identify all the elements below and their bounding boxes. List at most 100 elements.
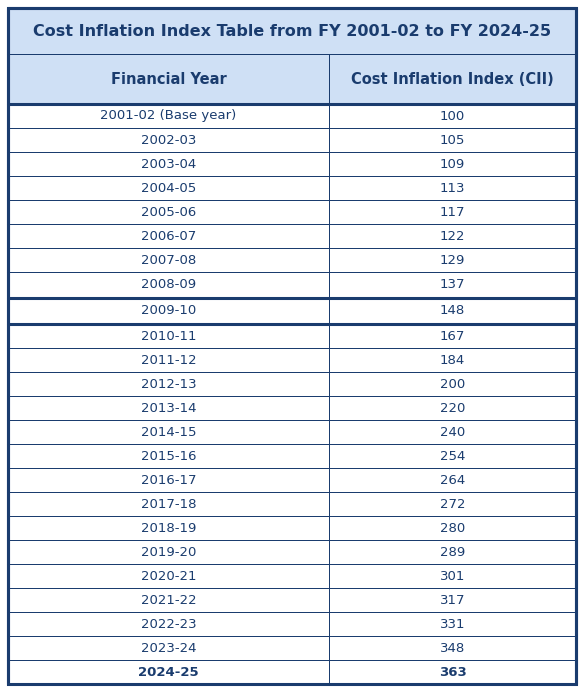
Bar xyxy=(329,396,576,420)
Text: 2012-13: 2012-13 xyxy=(141,378,196,390)
Bar xyxy=(329,224,576,248)
Text: 109: 109 xyxy=(440,158,465,170)
Bar xyxy=(8,272,329,298)
Bar xyxy=(8,396,329,420)
Bar xyxy=(329,420,576,444)
Text: 2018-19: 2018-19 xyxy=(141,522,196,534)
Bar xyxy=(329,298,576,324)
Bar xyxy=(8,176,329,200)
Text: Cost Inflation Index (CII): Cost Inflation Index (CII) xyxy=(351,71,554,86)
Text: 331: 331 xyxy=(440,617,465,630)
Text: 2004-05: 2004-05 xyxy=(141,181,196,194)
Bar xyxy=(329,348,576,372)
Bar xyxy=(8,588,329,612)
Bar xyxy=(8,128,329,152)
Text: 2006-07: 2006-07 xyxy=(141,230,196,242)
Text: 137: 137 xyxy=(440,278,465,291)
Bar xyxy=(8,636,329,660)
Text: 184: 184 xyxy=(440,354,465,367)
Bar xyxy=(329,564,576,588)
Text: 2002-03: 2002-03 xyxy=(141,134,196,147)
Bar xyxy=(329,200,576,224)
Text: 289: 289 xyxy=(440,545,465,558)
Text: Financial Year: Financial Year xyxy=(110,71,227,86)
Text: 2017-18: 2017-18 xyxy=(141,498,196,511)
Text: 2019-20: 2019-20 xyxy=(141,545,196,558)
Text: 2021-22: 2021-22 xyxy=(141,594,196,606)
Bar xyxy=(8,420,329,444)
Text: 167: 167 xyxy=(440,329,465,343)
Text: 2020-21: 2020-21 xyxy=(141,570,196,583)
Bar xyxy=(8,152,329,176)
Text: 122: 122 xyxy=(440,230,465,242)
Text: 2024-25: 2024-25 xyxy=(138,666,199,678)
Bar xyxy=(8,612,329,636)
Text: 2009-10: 2009-10 xyxy=(141,304,196,318)
Text: 2008-09: 2008-09 xyxy=(141,278,196,291)
Bar xyxy=(8,372,329,396)
Bar xyxy=(329,444,576,468)
Bar xyxy=(329,272,576,298)
Text: 2022-23: 2022-23 xyxy=(141,617,196,630)
Bar xyxy=(329,492,576,516)
Text: Cost Inflation Index Table from FY 2001-02 to FY 2024-25: Cost Inflation Index Table from FY 2001-… xyxy=(33,24,551,39)
Text: 348: 348 xyxy=(440,641,465,655)
Bar xyxy=(8,444,329,468)
Bar xyxy=(8,200,329,224)
Text: 2005-06: 2005-06 xyxy=(141,206,196,219)
Bar xyxy=(8,248,329,272)
Bar xyxy=(8,324,329,348)
Text: 2010-11: 2010-11 xyxy=(141,329,196,343)
Bar xyxy=(329,372,576,396)
Bar xyxy=(329,54,576,104)
Text: 113: 113 xyxy=(440,181,465,194)
Bar xyxy=(329,128,576,152)
Text: 2015-16: 2015-16 xyxy=(141,450,196,462)
Bar xyxy=(8,516,329,540)
Text: 100: 100 xyxy=(440,109,465,122)
Bar xyxy=(8,54,329,104)
Text: 2007-08: 2007-08 xyxy=(141,253,196,266)
Bar xyxy=(8,104,329,128)
Text: 220: 220 xyxy=(440,401,465,415)
Text: 129: 129 xyxy=(440,253,465,266)
Text: 148: 148 xyxy=(440,304,465,318)
Text: 2013-14: 2013-14 xyxy=(141,401,196,415)
Bar xyxy=(8,660,329,684)
Text: 2016-17: 2016-17 xyxy=(141,473,196,486)
Text: 2003-04: 2003-04 xyxy=(141,158,196,170)
Bar xyxy=(329,468,576,492)
Bar xyxy=(329,324,576,348)
Bar xyxy=(329,660,576,684)
Bar xyxy=(8,468,329,492)
Bar xyxy=(329,636,576,660)
Text: 2023-24: 2023-24 xyxy=(141,641,196,655)
Text: 363: 363 xyxy=(439,666,467,678)
Bar xyxy=(329,588,576,612)
Bar xyxy=(8,564,329,588)
Text: 2011-12: 2011-12 xyxy=(141,354,196,367)
Text: 264: 264 xyxy=(440,473,465,486)
Bar xyxy=(8,540,329,564)
Text: 117: 117 xyxy=(440,206,465,219)
Text: 200: 200 xyxy=(440,378,465,390)
Bar xyxy=(329,540,576,564)
Text: 317: 317 xyxy=(440,594,465,606)
Text: 301: 301 xyxy=(440,570,465,583)
Text: 254: 254 xyxy=(440,450,465,462)
Bar xyxy=(8,492,329,516)
Bar xyxy=(329,176,576,200)
Bar xyxy=(329,516,576,540)
Text: 2001-02 (Base year): 2001-02 (Base year) xyxy=(100,109,237,122)
Text: 2014-15: 2014-15 xyxy=(141,426,196,439)
Bar xyxy=(8,298,329,324)
Text: 272: 272 xyxy=(440,498,465,511)
Bar xyxy=(329,248,576,272)
Bar xyxy=(329,104,576,128)
Bar xyxy=(329,612,576,636)
Text: 105: 105 xyxy=(440,134,465,147)
Bar xyxy=(329,152,576,176)
Bar xyxy=(8,8,576,54)
Text: 280: 280 xyxy=(440,522,465,534)
Bar xyxy=(8,224,329,248)
